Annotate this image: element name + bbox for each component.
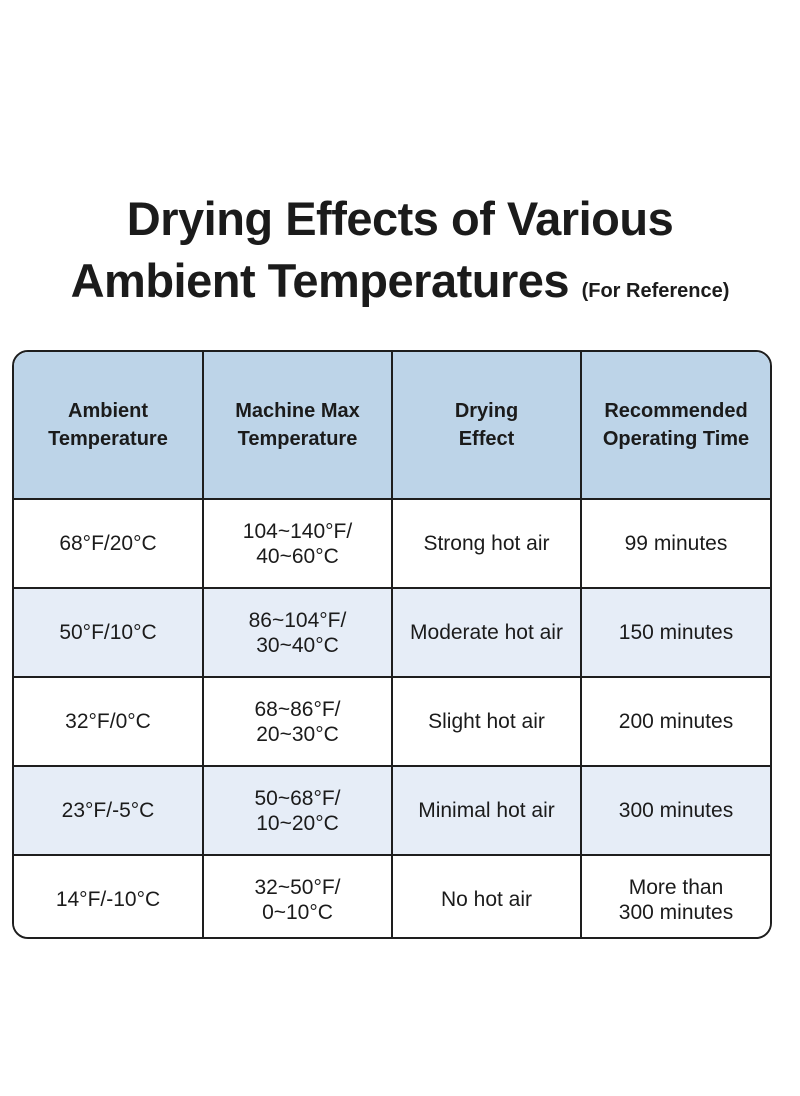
- cell-ambient: 50°F/10°C: [14, 587, 204, 678]
- table-row: 68°F/20°C 104~140°F/ 40~60°C Strong hot …: [14, 498, 770, 589]
- cell-effect: No hot air: [391, 854, 582, 937]
- header-text: Recommended: [604, 400, 748, 422]
- cell-time: 200 minutes: [580, 676, 770, 767]
- cell-time: More than 300 minutes: [580, 854, 770, 937]
- cell-machine-max: 68~86°F/ 20~30°C: [202, 676, 393, 767]
- page-title-line-2: Ambient Temperatures (For Reference): [0, 250, 800, 322]
- cell-effect: Slight hot air: [391, 676, 582, 767]
- table-row: 32°F/0°C 68~86°F/ 20~30°C Slight hot air…: [14, 676, 770, 767]
- header-text: Effect: [458, 428, 515, 450]
- cell-text: 300 minutes: [618, 900, 734, 924]
- cell-machine-max: 32~50°F/ 0~10°C: [202, 854, 393, 937]
- cell-text: 0~10°C: [262, 900, 333, 924]
- table-row: 14°F/-10°C 32~50°F/ 0~10°C No hot air Mo…: [14, 854, 770, 937]
- table-header-row: Ambient Temperature Machine Max Temperat…: [14, 352, 770, 500]
- cell-machine-max: 50~68°F/ 10~20°C: [202, 765, 393, 856]
- cell-text: 32~50°F/: [254, 875, 341, 899]
- header-text: Operating Time: [602, 428, 750, 450]
- cell-effect: Minimal hot air: [391, 765, 582, 856]
- cell-time: 300 minutes: [580, 765, 770, 856]
- header-text: Drying: [454, 400, 519, 422]
- cell-time: 150 minutes: [580, 587, 770, 678]
- cell-text: 10~20°C: [256, 811, 339, 835]
- cell-text: 40~60°C: [256, 544, 339, 568]
- cell-ambient: 14°F/-10°C: [14, 854, 204, 937]
- cell-time: 99 minutes: [580, 498, 770, 589]
- page-title-line-1: Drying Effects of Various: [126, 192, 674, 245]
- table-row: 50°F/10°C 86~104°F/ 30~40°C Moderate hot…: [14, 587, 770, 678]
- cell-text: 300 minutes: [618, 799, 734, 822]
- header-machine-max-temperature: Machine Max Temperature: [202, 352, 393, 500]
- cell-effect: Moderate hot air: [391, 587, 582, 678]
- header-text: Temperature: [237, 428, 358, 450]
- cell-effect: Strong hot air: [391, 498, 582, 589]
- header-drying-effect: Drying Effect: [391, 352, 582, 500]
- cell-text: 30~40°C: [256, 633, 339, 657]
- cell-text: 104~140°F/: [242, 519, 353, 543]
- cell-text: 20~30°C: [256, 722, 339, 746]
- header-ambient-temperature: Ambient Temperature: [14, 352, 204, 500]
- header-recommended-operating-time: Recommended Operating Time: [580, 352, 770, 500]
- cell-text: 150 minutes: [618, 621, 734, 644]
- cell-text: 99 minutes: [624, 532, 728, 555]
- cell-text: More than: [628, 875, 724, 899]
- drying-table-container: Ambient Temperature Machine Max Temperat…: [12, 350, 772, 939]
- cell-text: 68~86°F/: [254, 697, 341, 721]
- title-block: Drying Effects of Various Ambient Temper…: [0, 188, 800, 322]
- cell-text: 86~104°F/: [248, 608, 347, 632]
- cell-machine-max: 104~140°F/ 40~60°C: [202, 498, 393, 589]
- page-title-main: Ambient Temperatures: [70, 254, 570, 307]
- header-text: Temperature: [48, 428, 168, 450]
- cell-ambient: 32°F/0°C: [14, 676, 204, 767]
- cell-ambient: 68°F/20°C: [14, 498, 204, 589]
- cell-text: 200 minutes: [618, 710, 734, 733]
- cell-ambient: 23°F/-5°C: [14, 765, 204, 856]
- cell-text: 50~68°F/: [254, 786, 341, 810]
- header-text: Ambient: [68, 400, 148, 422]
- cell-machine-max: 86~104°F/ 30~40°C: [202, 587, 393, 678]
- table-row: 23°F/-5°C 50~68°F/ 10~20°C Minimal hot a…: [14, 765, 770, 856]
- page-title-note: (For Reference): [581, 280, 730, 302]
- header-text: Machine Max: [235, 400, 360, 422]
- drying-effects-table: Ambient Temperature Machine Max Temperat…: [14, 352, 770, 937]
